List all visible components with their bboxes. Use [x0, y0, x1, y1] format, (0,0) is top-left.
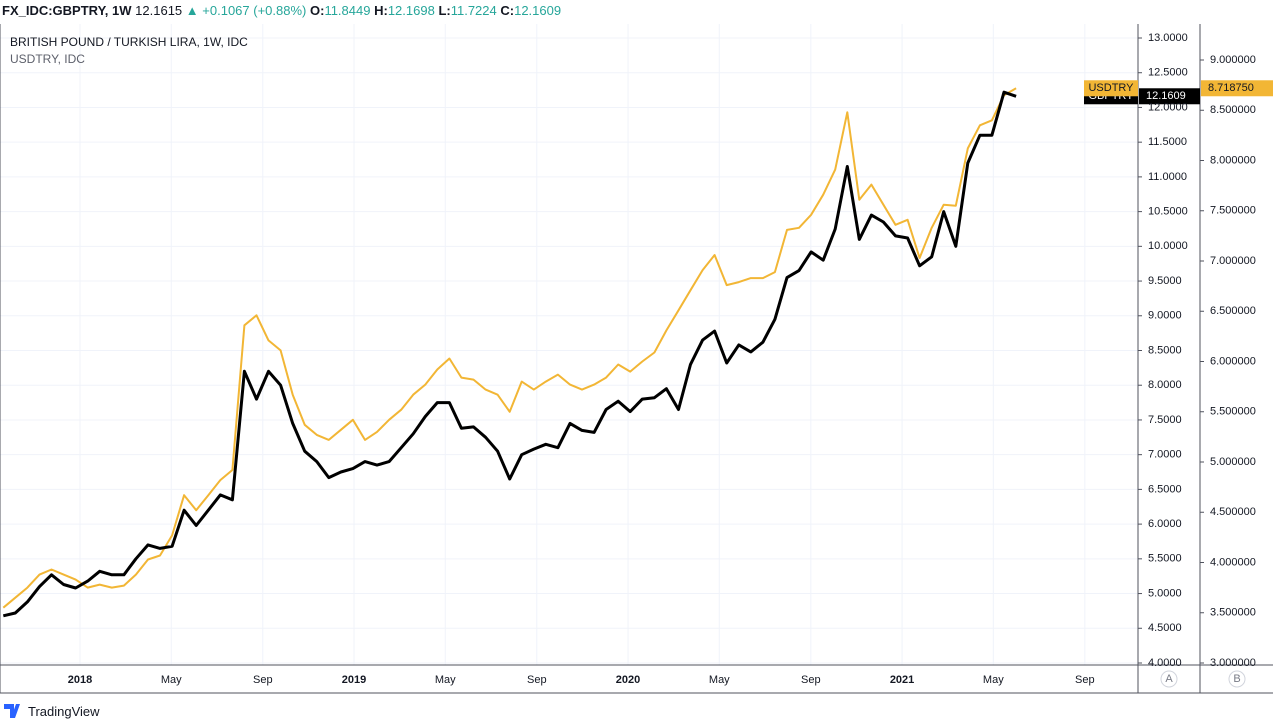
y-tick-label: 9.5000	[1148, 275, 1182, 287]
x-tick-label: May	[161, 674, 182, 686]
x-tick-label: May	[983, 674, 1004, 686]
price-tag-label: 12.1609	[1146, 90, 1186, 102]
logo	[4, 704, 20, 718]
y-tick-label: 6.5000	[1148, 483, 1182, 495]
arrow: ▲	[185, 3, 199, 18]
change: +0.1067 (+0.88%)	[202, 3, 307, 18]
symbol: FX_IDC:GBPTRY, 1W	[2, 3, 132, 18]
ohlc-value: 11.7224	[450, 3, 497, 18]
ohlc-value: 12.1609	[514, 3, 562, 18]
x-tick-label: May	[435, 674, 456, 686]
chart-subtitle: USDTRY, IDC	[10, 52, 85, 66]
y2-tick-label: 8.000000	[1210, 154, 1256, 166]
x-tick-label: Sep	[527, 674, 547, 686]
x-tick-label: May	[709, 674, 730, 686]
x-tick-label: 2020	[616, 674, 640, 686]
axis-button[interactable]	[1228, 670, 1246, 688]
plot-bg	[0, 24, 1273, 694]
ohlc-label: L:	[438, 3, 451, 18]
y2-tick-label: 4.500000	[1210, 506, 1256, 518]
y-tick-label: 10.5000	[1148, 206, 1188, 218]
y-tick-label: 12.5000	[1148, 67, 1188, 79]
y2-tick-label: 7.000000	[1210, 255, 1256, 267]
y-tick-label: 4.5000	[1148, 622, 1182, 634]
y-tick-label: 7.5000	[1148, 414, 1182, 426]
axis-button-label[interactable]: A	[1165, 673, 1173, 685]
x-tick-label: Sep	[1075, 674, 1095, 686]
y-tick-label: 7.0000	[1148, 449, 1182, 461]
series-line	[2, 87, 1017, 609]
series-line	[2, 90, 1017, 618]
y2-tick-label: 9.000000	[1210, 54, 1256, 66]
price-tag-label: 8.718750	[1208, 82, 1254, 94]
y-tick-label: 11.0000	[1148, 171, 1187, 183]
x-tick-label: 2019	[342, 674, 366, 686]
last-price: 12.1615	[135, 3, 183, 18]
y2-tick-label: 3.500000	[1210, 607, 1256, 619]
y2-tick-label: 3.000000	[1210, 657, 1256, 669]
ohlc-value: 12.1698	[387, 3, 435, 18]
y-tick-label: 5.5000	[1148, 553, 1182, 565]
y-tick-label: 9.0000	[1148, 310, 1182, 322]
y-tick-label: 11.5000	[1148, 136, 1187, 148]
header: FX_IDC:GBPTRY, 1W 12.1615 ▲ +0.1067 (+0.…	[2, 3, 561, 18]
ohlc-value: 11.8449	[324, 3, 371, 18]
price-tag	[1201, 80, 1273, 97]
ohlc-label: O:	[309, 3, 325, 18]
x-tick-label: 2018	[68, 674, 92, 686]
y2-tick-label: 8.500000	[1210, 104, 1256, 116]
ohlc-label: H:	[374, 3, 388, 18]
y2-tick-label: 5.500000	[1210, 406, 1256, 418]
y-tick-label: 4.0000	[1148, 657, 1182, 669]
x-tick-label: Sep	[253, 674, 273, 686]
y-tick-label: 13.0000	[1148, 32, 1188, 44]
y-tick-label: 12.0000	[1148, 101, 1188, 113]
chart-title: BRITISH POUND / TURKISH LIRA, 1W, IDC	[10, 35, 248, 49]
ohlc-label: C:	[500, 3, 515, 18]
y-tick-label: 8.5000	[1148, 344, 1182, 356]
footer: TradingView	[28, 704, 100, 719]
y-tick-label: 8.0000	[1148, 379, 1182, 391]
y2-tick-label: 7.500000	[1210, 205, 1256, 217]
name-tag-label: USDTRY	[1088, 82, 1134, 94]
axis-button[interactable]	[1160, 670, 1178, 688]
y2-tick-label: 6.000000	[1210, 355, 1256, 367]
y-tick-label: 5.0000	[1148, 587, 1182, 599]
y2-tick-label: 6.500000	[1210, 305, 1256, 317]
x-tick-label: 2021	[890, 674, 914, 686]
y-tick-label: 6.0000	[1148, 518, 1182, 530]
x-tick-label: Sep	[801, 674, 821, 686]
y-tick-label: 10.0000	[1148, 240, 1188, 252]
axis-button-label[interactable]: B	[1233, 673, 1240, 685]
y2-tick-label: 4.000000	[1210, 556, 1256, 568]
y2-tick-label: 5.000000	[1210, 456, 1256, 468]
name-tag	[1084, 80, 1138, 97]
price-tag	[1139, 88, 1200, 105]
